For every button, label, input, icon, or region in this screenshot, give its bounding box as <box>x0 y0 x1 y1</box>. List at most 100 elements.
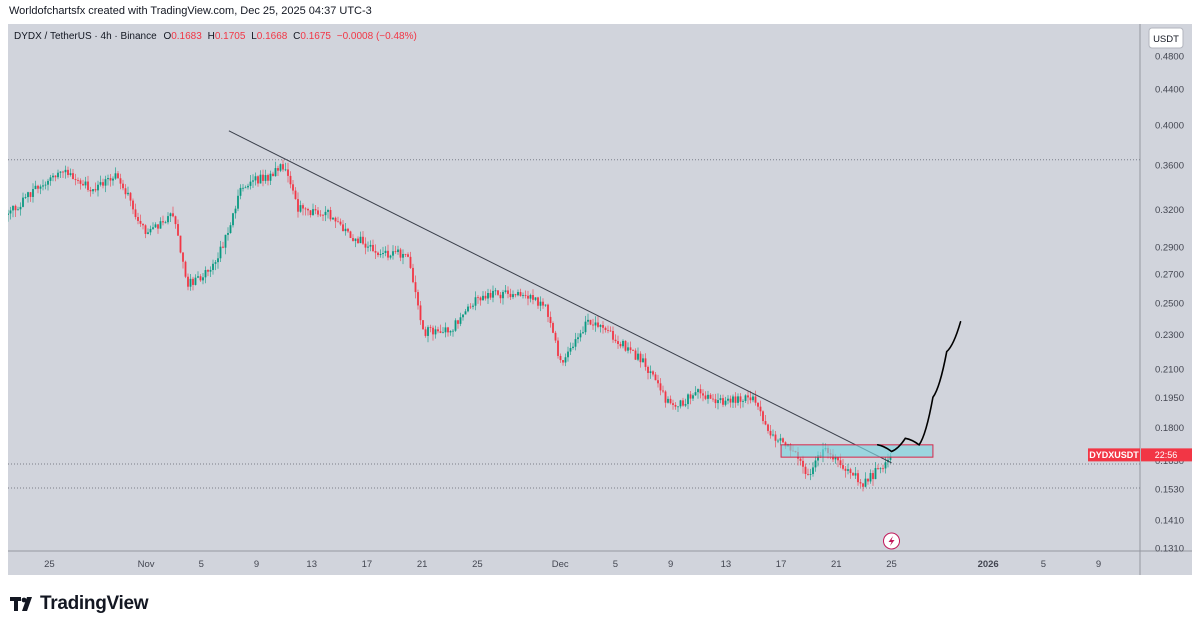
price-tick-label: 0.2900 <box>1155 242 1184 253</box>
candle-body <box>687 394 689 405</box>
event-marker[interactable] <box>883 532 901 550</box>
price-axis[interactable] <box>1140 24 1192 575</box>
candle-body <box>327 210 329 212</box>
candle-body <box>644 358 647 367</box>
candle-body <box>9 210 12 214</box>
candle-body <box>129 192 132 201</box>
tradingview-logo[interactable]: TradingView <box>10 593 149 615</box>
time-tick-label: 5 <box>1041 559 1046 570</box>
candle-body <box>759 406 762 412</box>
candle-body <box>817 455 819 461</box>
candle-body <box>634 350 637 360</box>
time-tick-labels: 25 Nov 5 9 13 17 21 25 Dec 5 9 13 17 21 25 2026 5 9 <box>44 559 1101 570</box>
candle-body <box>304 208 307 210</box>
candle-body <box>362 236 364 244</box>
candle-body <box>514 294 517 296</box>
candle-body <box>159 221 162 229</box>
candle-body <box>147 232 149 234</box>
candle-body <box>722 398 724 405</box>
candle-body <box>449 331 452 333</box>
candle-body <box>409 256 412 268</box>
price-tick-label: 0.2300 <box>1155 330 1184 341</box>
candle-body <box>187 276 189 287</box>
candle-body <box>682 400 684 406</box>
candle-body <box>492 290 494 298</box>
price-tick-label: 0.1950 <box>1155 393 1184 404</box>
candle-body <box>684 404 687 406</box>
candle-body <box>264 175 267 181</box>
candle-body <box>279 164 282 171</box>
candle-body <box>342 224 344 232</box>
candle-body <box>359 236 362 244</box>
candle-body <box>602 325 604 328</box>
candle-body <box>767 424 769 431</box>
candle-body <box>157 224 159 229</box>
price-tick-label: 0.2500 <box>1155 299 1184 310</box>
candle-body <box>402 253 404 258</box>
candle-body <box>489 292 492 298</box>
candle-body <box>852 472 854 476</box>
candle-body <box>334 217 337 222</box>
candle-body <box>287 169 289 176</box>
breakout-zone[interactable] <box>780 444 934 458</box>
candle-body <box>447 327 449 333</box>
candle-body <box>754 396 757 403</box>
candle-body <box>444 327 447 333</box>
candle-body <box>779 438 782 441</box>
candle-body <box>217 258 219 263</box>
candle-body <box>319 214 322 216</box>
candle-body <box>132 200 134 210</box>
candle-body <box>382 252 384 255</box>
candle-body <box>422 320 424 330</box>
time-axis[interactable] <box>8 551 1140 575</box>
candle-body <box>7 213 9 215</box>
chart-panel[interactable]: 0.4800 0.4400 0.4000 0.3600 0.3200 0.2900 0.27… <box>7 24 1192 575</box>
candle-body <box>837 457 839 461</box>
candle-body <box>69 173 72 176</box>
candle-body <box>574 339 577 347</box>
candle-body <box>219 246 222 259</box>
candle-body <box>537 297 539 306</box>
time-tick-label: 17 <box>362 559 373 570</box>
candle-body <box>669 398 672 404</box>
candle-body <box>589 319 592 325</box>
projection-arrow[interactable] <box>876 320 962 453</box>
candle-body <box>79 180 82 184</box>
currency-button-label: USDT <box>1153 34 1179 45</box>
price-chart[interactable]: 0.4800 0.4400 0.4000 0.3600 0.3200 0.2900 0.27… <box>7 24 1192 575</box>
candle-body <box>372 244 374 252</box>
currency-button[interactable]: USDT <box>1148 27 1184 49</box>
candle-body <box>652 371 654 375</box>
legend-o-label: O <box>163 31 171 42</box>
candle-body <box>57 172 59 178</box>
last-price-tag: DYDXUSDT 22:56 <box>1088 448 1192 462</box>
candle-body <box>579 333 582 338</box>
candle-body <box>379 254 382 256</box>
candle-body <box>292 184 294 191</box>
candle-body <box>839 460 842 466</box>
candle-body <box>222 246 224 248</box>
candle-body <box>354 238 357 241</box>
candle-body <box>699 389 702 394</box>
candle-body <box>804 466 807 474</box>
price-tick-label: 0.1310 <box>1155 544 1184 555</box>
candle-body <box>234 208 237 214</box>
trendline[interactable] <box>228 130 892 464</box>
candle-body <box>847 469 849 471</box>
candle-body <box>324 211 327 216</box>
candle-body <box>464 311 467 315</box>
candle-body <box>667 398 669 403</box>
candle-body <box>177 224 179 236</box>
time-tick-label: 25 <box>886 559 897 570</box>
candle-body <box>612 330 614 340</box>
candle-body <box>104 179 107 186</box>
candle-body <box>549 316 552 324</box>
candle-body <box>302 205 304 209</box>
candle-body <box>167 216 169 223</box>
time-tick-label: 17 <box>776 559 787 570</box>
candle-body <box>697 389 699 393</box>
candle-body <box>387 250 389 258</box>
candle-body <box>182 252 184 262</box>
candle-body <box>322 214 324 216</box>
candle-body <box>312 209 314 216</box>
